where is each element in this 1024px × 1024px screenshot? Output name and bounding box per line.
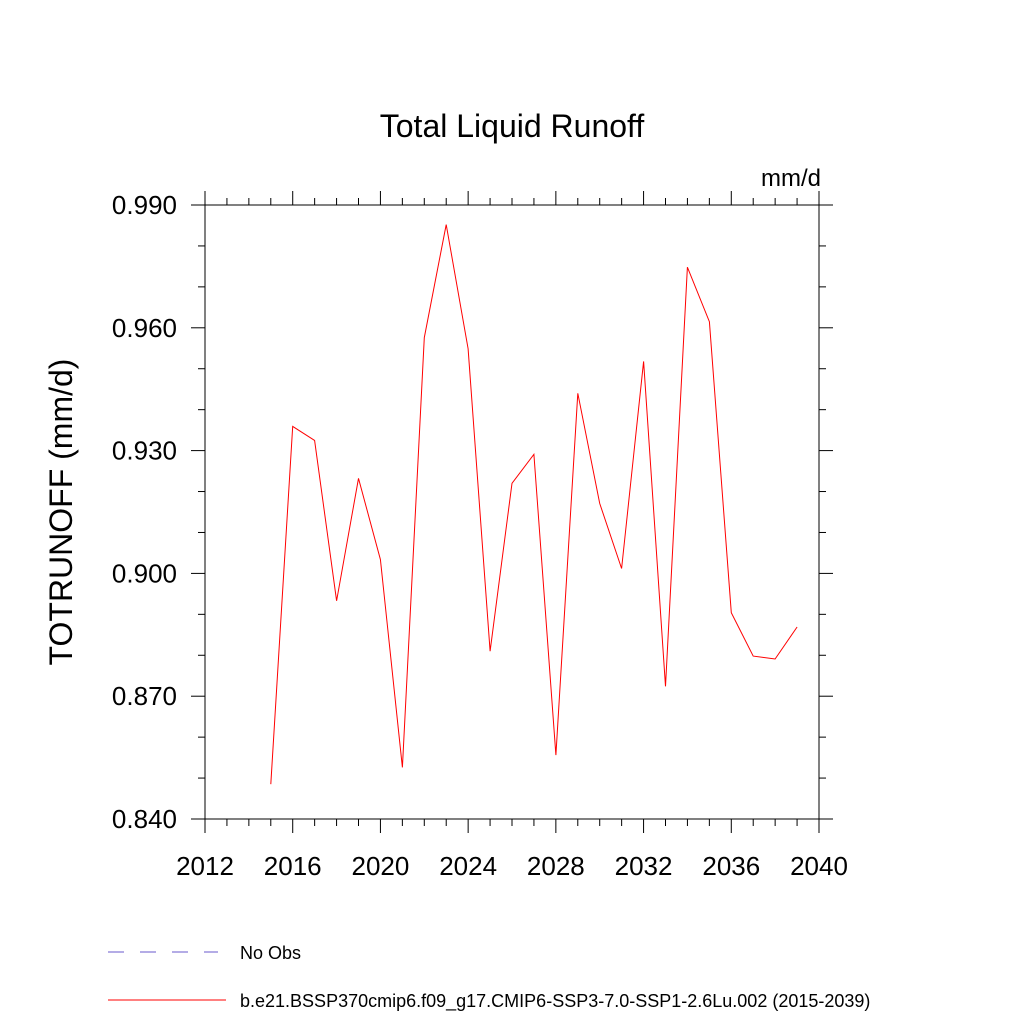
x-axis: 2012 2016 2020 2024 2028 2032 2036 2040 <box>176 191 848 881</box>
x-tick-label: 2028 <box>527 851 585 881</box>
legend-label: b.e21.BSSP370cmip6.f09_g17.CMIP6-SSP3-7.… <box>240 991 870 1012</box>
y-axis-label: TOTRUNOFF (mm/d) <box>43 359 79 666</box>
x-tick-label: 2016 <box>264 851 322 881</box>
x-tick-label: 2024 <box>439 851 497 881</box>
plot-frame <box>204 204 820 820</box>
x-tick-label: 2012 <box>176 851 234 881</box>
series-layer <box>270 224 798 785</box>
x-tick-label: 2032 <box>615 851 673 881</box>
units-label: mm/d <box>761 165 821 192</box>
x-tick-label: 2040 <box>790 851 848 881</box>
y-axis: 0.840 0.870 0.900 0.930 0.960 0.990 <box>112 190 833 834</box>
y-tick-label: 0.900 <box>112 558 177 588</box>
y-tick-label: 0.840 <box>112 804 177 834</box>
y-tick-label: 0.870 <box>112 681 177 711</box>
legend-label: No Obs <box>240 943 301 963</box>
y-tick-label: 0.960 <box>112 313 177 343</box>
chart-title: Total Liquid Runoff <box>380 108 645 144</box>
x-tick-label: 2036 <box>702 851 760 881</box>
y-tick-label: 0.930 <box>112 436 177 466</box>
series-line <box>270 224 798 785</box>
x-tick-label: 2020 <box>352 851 410 881</box>
y-tick-label: 0.990 <box>112 190 177 220</box>
legend: No Obs b.e21.BSSP370cmip6.f09_g17.CMIP6-S… <box>108 943 870 1012</box>
